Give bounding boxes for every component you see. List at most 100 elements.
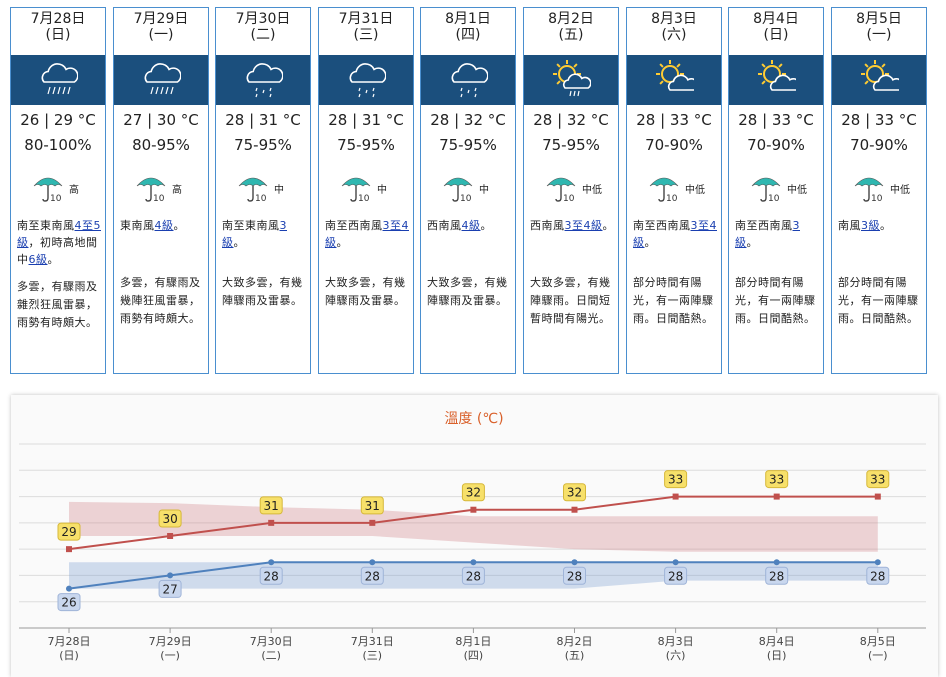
wind-force-link[interactable]: 3至4級 (633, 219, 717, 249)
max-temp-point (874, 493, 881, 500)
heavy-rain-icon (144, 63, 181, 95)
wind-text: 南風 (838, 219, 861, 232)
showers-icon (246, 63, 283, 98)
max-temp-label-box (563, 483, 586, 502)
forecast-weekday-label: (一) (866, 27, 892, 43)
x-tick-weekday: (三) (363, 649, 383, 662)
rain-probability-level: 中 (274, 185, 284, 196)
wind-force-link[interactable]: 3級 (861, 219, 880, 232)
forecast-weekday-label: (日) (45, 27, 71, 43)
max-temp-label: 31 (264, 499, 279, 513)
max-temp-point (773, 493, 780, 500)
min-temp-point (66, 585, 72, 592)
weather-description: 多雲，有驟雨及幾陣狂風雷暴，雨勢有時頗大。 (120, 276, 201, 325)
rain-probability-level: 中 (377, 185, 387, 196)
showers-icon (349, 63, 386, 98)
min-temp-point (672, 559, 679, 566)
min-temp-label: 28 (668, 569, 683, 583)
min-temp-point (369, 559, 376, 566)
max-temp-point (268, 519, 275, 526)
temperature-chart: 溫度 (℃) 29 30 31 31 32 32 33 33 33 26 27 28 28 28 28 28 28… (11, 395, 938, 677)
min-temp-label-box (563, 566, 586, 585)
weather-icon-band (319, 55, 413, 105)
wind-force-link[interactable]: 4級 (154, 219, 174, 232)
weather-description: 大致多雲，有幾陣驟雨。日間短暫時間有陽光。 (530, 276, 611, 325)
min-temp-label: 28 (466, 569, 481, 583)
forecast-date: 7月29日 (一) (114, 8, 208, 43)
temperature-range: 26 | 29 °C (20, 111, 96, 129)
weather-icon-band (216, 55, 310, 105)
wind-force-link[interactable]: 4至5級 (17, 219, 101, 249)
forecast-weekday-label: (六) (661, 27, 687, 43)
temperature-range: 28 | 33 °C (636, 111, 712, 129)
wind-forecast: 南至東南風3級。 (222, 217, 308, 251)
min-temp-point (773, 559, 780, 566)
weather-icon-band (524, 55, 618, 105)
forecast-day-card: 7月28日 (日) 26 | 29 °C 80-100% 10 高南至東南風4至5級，初時… (10, 7, 106, 374)
weather-description: 部分時間有陽光，有一兩陣驟雨。日間酷熱。 (633, 276, 714, 325)
wind-text: 。 (173, 219, 185, 232)
svg-text:10: 10 (563, 194, 575, 204)
temperature-range: 28 | 33 °C (738, 111, 814, 129)
weather-icon-band (11, 55, 105, 105)
humidity-range: 70-90% (850, 136, 908, 154)
forecast-weekday-label: (四) (455, 27, 481, 43)
min-temp-label: 28 (264, 569, 279, 583)
min-temp-point (874, 559, 881, 566)
forecast-date: 8月2日 (五) (524, 8, 618, 43)
forecast-weekday-label: (五) (558, 27, 584, 43)
weather-icon-band (627, 55, 721, 105)
forecast-date-label: 8月3日 (651, 11, 697, 27)
rain-probability: 10 中 (216, 172, 310, 204)
wind-force-link[interactable]: 3級 (222, 219, 287, 249)
forecast-day-card: 8月5日 (一) 28 | 33 °C 70-90% 10 中低 南風3級。 部分時間有陽光，… (831, 7, 927, 374)
forecast-date: 7月28日 (日) (11, 8, 105, 43)
wind-force-link[interactable]: 6級 (28, 253, 48, 266)
rain-probability: 10 中低 (832, 172, 926, 204)
weather-icon-band (421, 55, 515, 105)
max-temp-label-box (259, 496, 283, 515)
max-temp-point (672, 493, 679, 500)
wind-force-link[interactable]: 3至4級 (325, 219, 409, 249)
humidity-range: 75-95% (337, 136, 395, 154)
rain-probability: 10 中低 (524, 172, 618, 204)
svg-text:10: 10 (666, 194, 678, 204)
x-tick-date: 8月3日 (658, 635, 694, 648)
min-temp-label: 28 (567, 569, 582, 583)
wind-text: 南至西南風 (633, 219, 691, 232)
wind-force-link[interactable]: 3級 (735, 219, 800, 249)
umbrella-icon: 10 (443, 177, 473, 204)
x-tick-weekday: (六) (666, 649, 686, 662)
rain-probability-level: 高 (172, 185, 182, 196)
forecast-date-label: 7月29日 (133, 11, 189, 27)
umbrella-icon: 10 (341, 177, 371, 204)
forecast-date: 7月30日 (二) (216, 8, 310, 43)
wind-text: 。 (233, 236, 245, 249)
forecast-day-card: 7月31日 (三) 28 | 31 °C 75-95% 10 中南至西南風3至4級。 大致多… (318, 7, 414, 374)
max-temp-label: 31 (365, 499, 380, 513)
x-tick-date: 7月31日 (351, 635, 394, 648)
forecast-date-label: 7月31日 (338, 11, 394, 27)
rain-probability: 10 高 (114, 172, 208, 204)
min-temp-label-box (259, 566, 283, 585)
forecast-day-card: 8月2日 (五) 28 | 32 °C 75-95% 10 中低 西南風3至4級。 大致多雲，… (523, 7, 619, 374)
min-temp-point (571, 559, 578, 566)
max-temp-label-box (57, 522, 81, 541)
humidity-range: 75-95% (234, 136, 292, 154)
svg-text:10: 10 (871, 194, 883, 204)
wind-text: 東南風 (120, 219, 155, 232)
svg-text:10: 10 (768, 194, 780, 204)
wind-force-link[interactable]: 3至4級 (564, 219, 603, 232)
forecast-date-label: 8月4日 (753, 11, 799, 27)
rain-probability: 10 中低 (729, 172, 823, 204)
min-temp-label: 28 (870, 569, 885, 583)
x-tick-weekday: (五) (565, 649, 585, 662)
temperature-range: 27 | 30 °C (123, 111, 199, 129)
sunny-periods-icon (861, 60, 899, 91)
wind-force-link[interactable]: 4級 (461, 219, 481, 232)
max-temp-label-box (461, 483, 485, 502)
rain-probability: 10 中 (319, 172, 413, 204)
x-tick-weekday: (日) (767, 649, 787, 662)
max-temp-label: 33 (870, 473, 885, 487)
x-tick-date: 7月28日 (48, 635, 91, 648)
